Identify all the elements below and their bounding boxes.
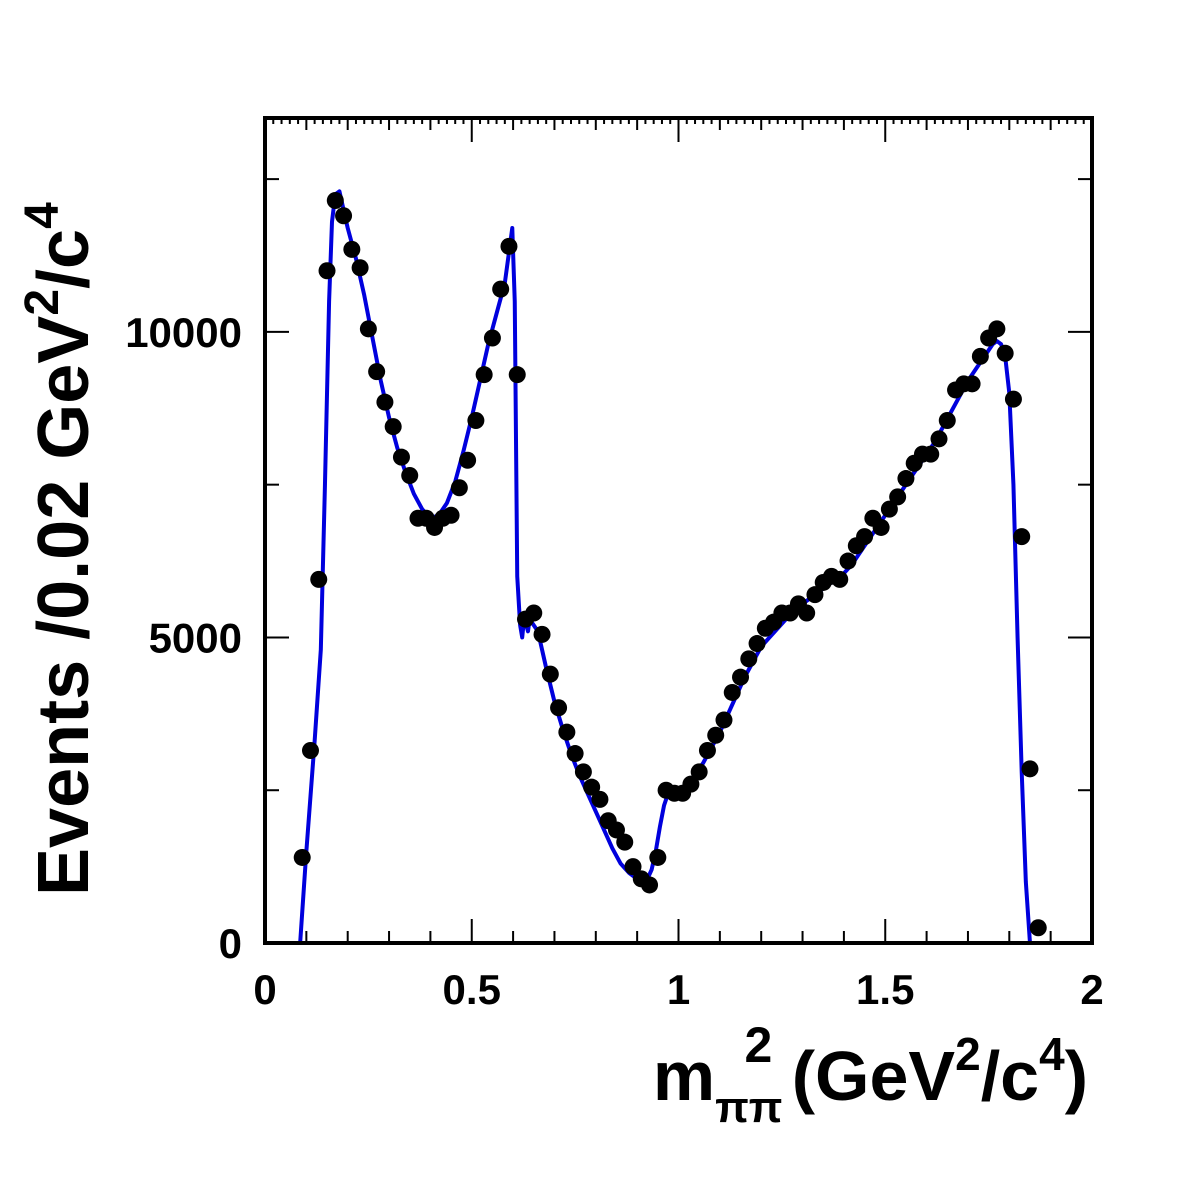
data-point <box>723 683 741 701</box>
data-point <box>368 363 386 381</box>
data-point <box>326 192 344 209</box>
data-point <box>1013 528 1031 546</box>
y-tick-label: 0 <box>219 920 242 967</box>
data-point <box>293 848 311 866</box>
x-tick-label: 2 <box>1080 966 1103 1013</box>
x-tick-label: 0.5 <box>443 966 501 1013</box>
data-point <box>591 790 609 808</box>
data-point <box>343 240 361 258</box>
data-points <box>293 192 1047 937</box>
data-point <box>310 570 328 588</box>
data-point <box>376 393 394 411</box>
data-point <box>732 668 750 686</box>
data-point <box>1029 919 1047 937</box>
axis-ticks <box>265 118 1092 943</box>
data-point <box>533 625 551 643</box>
data-point <box>996 344 1014 362</box>
data-point <box>988 320 1006 338</box>
data-point <box>889 488 907 506</box>
data-point <box>359 320 377 338</box>
data-point <box>607 821 625 839</box>
data-point <box>500 237 518 255</box>
data-point <box>641 876 659 894</box>
data-point <box>583 778 601 796</box>
plot-frame <box>263 116 1094 945</box>
data-point <box>301 742 319 759</box>
data-point <box>624 858 642 876</box>
x-axis-title: mππ2 (GeV2/c4) <box>653 1017 1088 1132</box>
data-point <box>897 470 915 488</box>
data-point <box>401 467 419 484</box>
x-tick-label: 1.5 <box>856 966 914 1013</box>
data-point <box>856 528 874 546</box>
data-point <box>525 604 543 622</box>
data-point <box>971 347 989 365</box>
data-point <box>558 723 576 741</box>
data-point <box>1004 390 1022 408</box>
data-point <box>715 711 733 729</box>
data-point <box>574 763 592 781</box>
data-point <box>839 552 857 570</box>
y-axis-title: Events /0.02 GeV2/c4 <box>16 202 104 896</box>
y-tick-label: 10000 <box>125 309 242 356</box>
data-point <box>459 451 477 469</box>
data-point <box>475 366 493 384</box>
data-point <box>450 479 468 497</box>
data-point <box>740 650 758 668</box>
y-tick-labels: 0 5000 10000 <box>125 309 242 967</box>
data-point <box>649 848 667 866</box>
data-point <box>492 280 510 298</box>
fit-curve <box>265 189 1092 945</box>
data-point <box>566 745 584 763</box>
data-point <box>483 329 501 347</box>
data-point <box>335 207 353 225</box>
data-point <box>467 412 485 429</box>
data-point <box>616 833 634 851</box>
data-point <box>1021 760 1039 778</box>
data-point <box>318 262 336 280</box>
data-point <box>963 375 981 393</box>
data-point <box>690 763 708 781</box>
data-point <box>541 665 559 683</box>
data-point <box>872 518 890 536</box>
data-point <box>442 506 460 524</box>
data-point <box>938 412 956 429</box>
data-point <box>351 259 369 277</box>
data-point <box>806 586 824 604</box>
data-point <box>831 570 849 588</box>
data-point <box>880 500 898 518</box>
data-point <box>707 726 725 744</box>
data-point <box>748 635 766 653</box>
data-point <box>384 418 402 436</box>
data-point <box>698 742 716 759</box>
data-point <box>922 445 940 463</box>
data-point <box>550 699 568 717</box>
x-tick-labels: 0 0.5 1 1.5 2 <box>253 966 1103 1013</box>
x-tick-label: 0 <box>253 966 276 1013</box>
y-tick-label: 5000 <box>149 614 242 661</box>
data-point <box>392 448 410 466</box>
x-tick-label: 1 <box>667 966 690 1013</box>
data-point <box>508 366 526 384</box>
data-point <box>930 430 948 448</box>
data-point <box>798 604 816 622</box>
data-point <box>682 775 700 793</box>
